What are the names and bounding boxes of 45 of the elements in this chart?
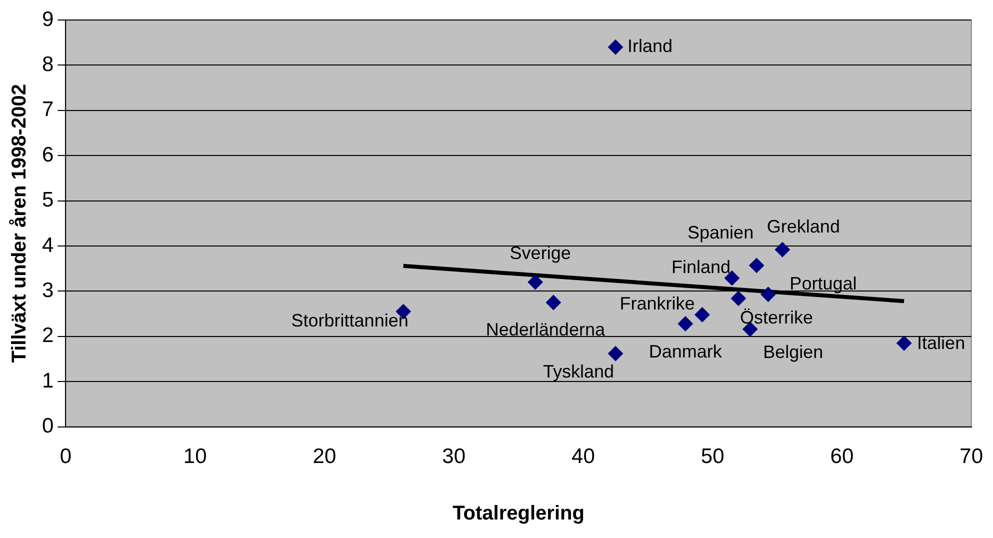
annotation: Belgien: [763, 342, 824, 362]
y-tick-label: 6: [42, 143, 54, 166]
annotation: Tyskland: [543, 362, 614, 382]
x-tick-label: 20: [312, 445, 336, 468]
annotation: Spanien: [688, 222, 754, 242]
point: [678, 316, 693, 332]
annotation: Grekland: [766, 216, 840, 237]
y-tick-label: 7: [42, 98, 54, 122]
annotation: Portugal: [790, 273, 857, 294]
y-tick-label: 0: [42, 414, 54, 438]
x-tick-label: 70: [960, 445, 983, 468]
point: [546, 295, 561, 310]
x-tick-label: 10: [183, 445, 207, 468]
x-tick-label: 60: [830, 445, 854, 468]
point: [896, 336, 912, 351]
x-tick-label: 40: [572, 445, 595, 468]
annotation: Nederländerna: [486, 319, 606, 340]
annotation: Frankrike: [620, 294, 695, 314]
point: [774, 242, 790, 258]
y-tick-label: 8: [42, 52, 54, 76]
x-axis-title: Totalreglering: [452, 502, 584, 525]
x-tick-label: 30: [442, 445, 466, 468]
annotation: Österrike: [740, 307, 813, 328]
y-axis-title: Tillväxt under åren 1998-2002: [8, 84, 31, 363]
annotation: Italien: [917, 333, 966, 354]
y-tick-label: 3: [42, 278, 54, 302]
annotation: Sverige: [510, 243, 571, 264]
annotation: Danmark: [648, 342, 723, 362]
annotation: Storbrittannien: [291, 310, 408, 331]
x-tick-label: 50: [700, 445, 724, 468]
point: [528, 274, 543, 290]
y-tick-label: 2: [42, 324, 54, 348]
point: [608, 346, 624, 362]
annotation: Finland: [671, 257, 730, 278]
y-tick-label: 1: [42, 369, 54, 392]
x-tick-label: 0: [60, 445, 72, 468]
y-tick-label: 5: [42, 188, 54, 212]
y-tick-label: 4: [42, 234, 54, 257]
annotation: Irland: [628, 36, 673, 56]
point: [730, 290, 746, 306]
point: [694, 307, 710, 322]
point: [749, 258, 764, 273]
point: [760, 286, 776, 302]
point: [608, 40, 624, 55]
y-tick-label: 9: [42, 8, 54, 31]
